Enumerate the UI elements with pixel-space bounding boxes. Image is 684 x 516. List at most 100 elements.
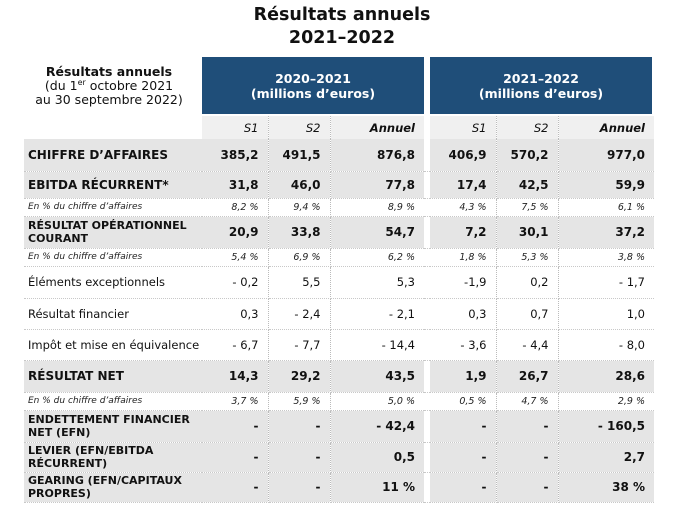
table-row: EBITDA RÉCURRENT* 31,8 46,0 77,8 17,4 42,5 59,… xyxy=(24,171,654,199)
table-row: RÉSULTAT OPÉRATIONNEL COURANT 20,9 33,8 54,… xyxy=(24,216,654,249)
period2-years: 2021–2022 xyxy=(503,70,579,86)
cell-value: 7,5 % xyxy=(496,198,559,217)
cell-value: - xyxy=(496,410,559,443)
column-header-row: S1 S2 Annuel S1 S2 Annuel xyxy=(24,116,654,139)
cell-value: - 7,7 xyxy=(268,329,331,361)
caption-line-2b: octobre 2021 xyxy=(85,78,174,93)
table-caption: Résultats annuels (du 1er octobre 2021 a… xyxy=(24,65,194,107)
row-label: EBITDA RÉCURRENT* xyxy=(24,171,202,199)
cell-value: 30,1 xyxy=(496,216,559,249)
cell-value: - 2,4 xyxy=(268,298,331,330)
cell-value: 77,8 xyxy=(330,171,424,199)
cell-value: 5,4 % xyxy=(202,248,269,267)
table-row: RÉSULTAT NET 14,3 29,2 43,5 1,9 26,7 28,6 xyxy=(24,360,654,393)
row-label: Impôt et mise en équivalence xyxy=(24,329,202,361)
cell-value: 11 % xyxy=(330,472,424,503)
cell-value: 42,5 xyxy=(496,171,559,199)
cell-value: 1,0 xyxy=(558,298,654,330)
table-row: En % du chiffre d’affaires 5,4 % 6,9 % 6,2 … xyxy=(24,248,654,267)
cell-value: 38 % xyxy=(558,472,654,503)
cell-value: 17,4 xyxy=(430,171,497,199)
cell-value: 4,7 % xyxy=(496,392,559,411)
cell-value: 5,3 % xyxy=(496,248,559,267)
table-row: En % du chiffre d’affaires 3,7 % 5,9 % 5,0 … xyxy=(24,392,654,411)
cell-value: 3,8 % xyxy=(558,248,654,267)
cell-value: 37,2 xyxy=(558,216,654,249)
page-subtitle: 2021–2022 xyxy=(288,28,396,48)
cell-value: - xyxy=(268,410,331,443)
cell-value: - xyxy=(430,472,497,503)
period-header-2020-2021: 2020–2021 (millions d’euros) xyxy=(202,57,424,114)
cell-value: - 6,7 xyxy=(202,329,269,361)
cell-value: 4,3 % xyxy=(430,198,497,217)
cell-value: 8,9 % xyxy=(330,198,424,217)
row-label: RÉSULTAT OPÉRATIONNEL COURANT xyxy=(24,216,202,249)
col-s1: S1 xyxy=(430,116,497,139)
cell-value: - xyxy=(496,442,559,473)
table-row: GEARING (EFN/CAPITAUX PROPRES) - -11 % - -38… xyxy=(24,472,654,503)
cell-value: - xyxy=(430,410,497,443)
table-row: Éléments exceptionnels - 0,2 5,5 5,3 -1,9 0,2… xyxy=(24,266,654,299)
cell-value: 14,3 xyxy=(202,360,269,393)
row-label: Éléments exceptionnels xyxy=(24,266,202,299)
cell-value: - 0,2 xyxy=(202,266,269,299)
cell-value: 6,9 % xyxy=(268,248,331,267)
cell-value: 33,8 xyxy=(268,216,331,249)
cell-value: 54,7 xyxy=(330,216,424,249)
cell-value: 9,4 % xyxy=(268,198,331,217)
cell-value: 59,9 xyxy=(558,171,654,199)
row-label: GEARING (EFN/CAPITAUX PROPRES) xyxy=(24,472,202,503)
cell-value: 5,9 % xyxy=(268,392,331,411)
period-header-2021-2022: 2021–2022 (millions d’euros) xyxy=(430,57,652,114)
row-label: RÉSULTAT NET xyxy=(24,360,202,393)
cell-value: - xyxy=(496,472,559,503)
table-row: CHIFFRE D’AFFAIRES 385,2 491,5 876,8 406,9 57… xyxy=(24,139,654,172)
cell-value: 0,2 xyxy=(496,266,559,299)
table-row: Impôt et mise en équivalence - 6,7- 7,7 - … xyxy=(24,329,654,361)
caption-line-3: au 30 septembre 2022) xyxy=(35,92,183,107)
cell-value: 1,9 xyxy=(430,360,497,393)
cell-value: 2,9 % xyxy=(558,392,654,411)
cell-value: - 42,4 xyxy=(330,410,424,443)
cell-value: - 1,7 xyxy=(558,266,654,299)
cell-value: 977,0 xyxy=(558,139,654,172)
cell-value: 43,5 xyxy=(330,360,424,393)
period2-unit: (millions d’euros) xyxy=(478,85,604,101)
cell-value: 491,5 xyxy=(268,139,331,172)
cell-value: 385,2 xyxy=(202,139,269,172)
cell-value: 46,0 xyxy=(268,171,331,199)
cell-value: 876,8 xyxy=(330,139,424,172)
caption-sup: er xyxy=(77,77,86,87)
col-annuel: Annuel xyxy=(558,116,654,139)
table-row: LEVIER (EFN/EBITDA RÉCURRENT) - -0,5- -2,7 xyxy=(24,442,654,473)
cell-value: 0,5 xyxy=(330,442,424,473)
cell-value: 8,2 % xyxy=(202,198,269,217)
cell-value: 3,7 % xyxy=(202,392,269,411)
caption-line-1: Résultats annuels xyxy=(45,64,173,79)
cell-value: 31,8 xyxy=(202,171,269,199)
cell-value: 0,3 xyxy=(202,298,269,330)
cell-value: 0,7 xyxy=(496,298,559,330)
row-label: ENDETTEMENT FINANCIER NET (EFN) xyxy=(24,410,202,443)
cell-value: - xyxy=(202,410,269,443)
cell-value: 29,2 xyxy=(268,360,331,393)
period1-unit: (millions d’euros) xyxy=(250,85,376,101)
cell-value: 28,6 xyxy=(558,360,654,393)
cell-value: 570,2 xyxy=(496,139,559,172)
row-label: LEVIER (EFN/EBITDA RÉCURRENT) xyxy=(24,442,202,473)
table-row: Résultat financier 0,3- 2,4- 2,1 0,3 0,7 1,0 xyxy=(24,298,654,330)
cell-value: 406,9 xyxy=(430,139,497,172)
col-s2: S2 xyxy=(268,116,331,139)
page-title: Résultats annuels xyxy=(253,5,431,25)
cell-value: 5,0 % xyxy=(330,392,424,411)
cell-value: 6,1 % xyxy=(558,198,654,217)
cell-value: 26,7 xyxy=(496,360,559,393)
cell-value: - xyxy=(202,442,269,473)
cell-value: - 3,6 xyxy=(430,329,497,361)
table-row: En % du chiffre d’affaires 8,2 % 9,4 % 8,9 … xyxy=(24,198,654,217)
cell-value: -1,9 xyxy=(430,266,497,299)
cell-value: - 8,0 xyxy=(558,329,654,361)
cell-value: - 4,4 xyxy=(496,329,559,361)
period1-years: 2020–2021 xyxy=(275,70,351,86)
row-label: En % du chiffre d’affaires xyxy=(24,198,202,217)
